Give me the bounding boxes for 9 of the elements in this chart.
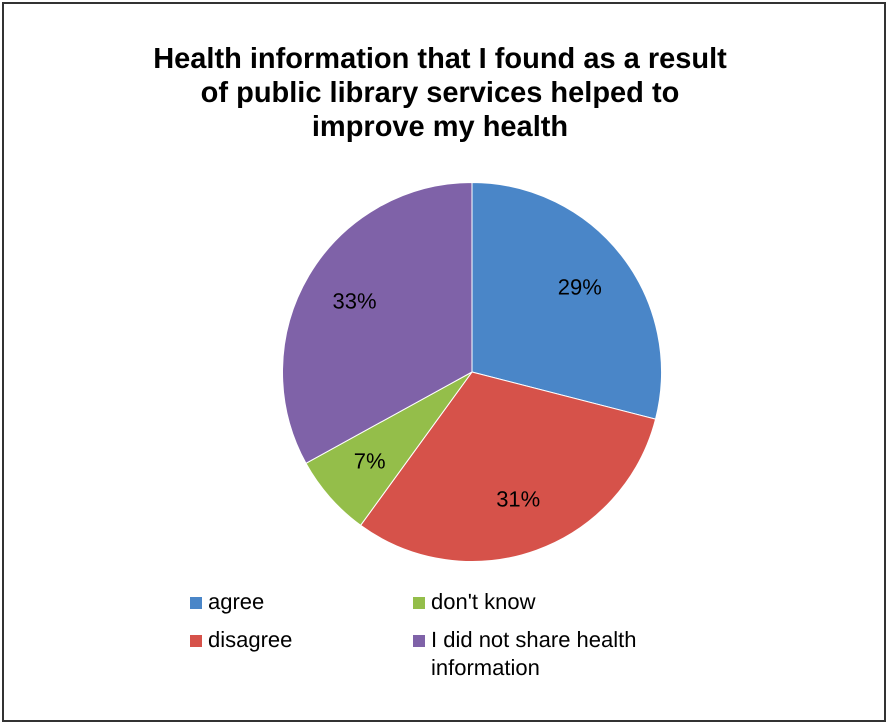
data-label: 7% <box>354 448 386 474</box>
legend-label: I did not share health information <box>431 626 638 682</box>
legend-label: don't know <box>431 588 536 616</box>
data-label: 31% <box>496 486 540 512</box>
legend-label: agree <box>208 588 264 616</box>
data-label: 33% <box>332 288 377 314</box>
data-label: 29% <box>558 274 602 300</box>
chart-title: Health information that I found as a result of public library services helped to improve my health <box>152 42 728 144</box>
legend-label: disagree <box>208 626 292 654</box>
